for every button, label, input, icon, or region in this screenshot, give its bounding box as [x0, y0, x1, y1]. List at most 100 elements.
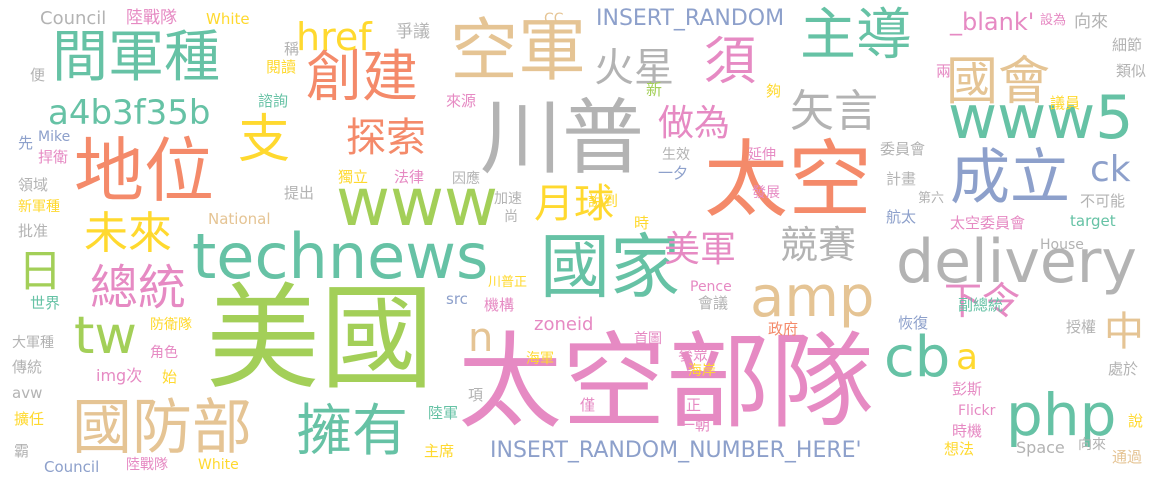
cloud-word: 授權: [1066, 318, 1097, 336]
cloud-word: 防衛隊: [150, 317, 192, 333]
cloud-word: INSERT_RANDOM: [596, 6, 785, 31]
cloud-word: 月球: [534, 181, 614, 227]
cloud-word: 類似: [1116, 62, 1147, 80]
cloud-word: INSERT_RANDOM_NUMBER_HERE': [490, 438, 862, 463]
cloud-word: 間軍種: [52, 25, 220, 90]
cloud-word: 創建: [306, 45, 418, 110]
cloud-word: 首圖: [634, 331, 662, 347]
cloud-word: 擴任: [14, 410, 45, 428]
cloud-word: 委員會: [880, 140, 926, 158]
cloud-word: php: [1006, 381, 1117, 449]
cloud-word: 中: [1104, 309, 1144, 355]
cloud-word: 傳統: [12, 358, 43, 376]
cloud-word: Space: [1016, 438, 1065, 457]
cloud-word: CC: [544, 11, 564, 27]
cloud-word: 太空: [704, 131, 873, 229]
cloud-word: 通過: [1112, 448, 1143, 466]
cloud-word: 時: [634, 214, 650, 232]
cloud-word: a4b3f35b: [48, 93, 211, 133]
cloud-word: 細節: [1112, 36, 1143, 54]
cloud-word: cb: [884, 325, 951, 390]
cloud-word: 諮詢: [258, 92, 289, 110]
cloud-word: 恢復: [898, 314, 929, 332]
cloud-word: 世界: [30, 294, 61, 312]
cloud-word: 設為: [1040, 13, 1067, 28]
cloud-word: 主席: [424, 442, 455, 460]
cloud-word: 空軍: [450, 12, 587, 91]
cloud-word: 成立: [950, 143, 1070, 213]
cloud-word: 海岸: [688, 363, 716, 379]
cloud-word: img次: [96, 366, 143, 385]
cloud-word: _blank': [950, 8, 1035, 36]
cloud-word: 國會: [946, 52, 1051, 112]
cloud-word: 先: [18, 134, 34, 152]
cloud-word: White: [206, 10, 250, 28]
cloud-word: 向來: [1078, 437, 1106, 453]
cloud-word: href: [296, 15, 372, 59]
cloud-word: 副總統: [958, 296, 1004, 314]
cloud-word: zoneid: [534, 314, 594, 335]
cloud-word: technews: [192, 220, 489, 293]
cloud-word: 批准: [18, 222, 49, 240]
cloud-word: 參眾: [678, 346, 709, 364]
cloud-word: 矢言: [790, 86, 878, 137]
cloud-word: 捍衛: [38, 148, 69, 166]
cloud-word: 第六: [918, 191, 945, 206]
cloud-word: 航太: [886, 208, 917, 226]
cloud-word: 支: [238, 110, 291, 170]
cloud-word: 說: [1128, 412, 1144, 430]
cloud-word: 川普正: [488, 275, 528, 290]
cloud-word: 僅: [580, 396, 596, 414]
cloud-word: 彭斯: [952, 380, 983, 398]
cloud-word: 總統: [90, 260, 187, 316]
cloud-word: 因應: [452, 171, 480, 187]
cloud-word: 火星: [594, 45, 674, 91]
cloud-word: src: [446, 290, 468, 308]
cloud-word: 擁有: [296, 399, 408, 464]
cloud-word: 美國: [206, 272, 435, 405]
cloud-word: 說到: [588, 192, 619, 210]
cloud-word: 發展: [752, 185, 780, 201]
cloud-word: 川普: [480, 91, 645, 186]
cloud-word: avw: [12, 384, 43, 402]
cloud-word: 兩: [936, 62, 952, 80]
cloud-word: www5: [948, 83, 1134, 153]
cloud-word: 日: [18, 246, 62, 297]
cloud-word: 法律: [394, 168, 425, 186]
cloud-word: amp: [750, 265, 875, 330]
cloud-word: 尚: [504, 209, 518, 225]
cloud-word: 大軍種: [12, 335, 54, 351]
cloud-word: 加速: [494, 191, 522, 207]
cloud-word: 正: [686, 396, 702, 414]
cloud-word: 太空委員會: [950, 214, 1026, 232]
cloud-word: 角色: [150, 345, 178, 361]
cloud-word: 領域: [18, 176, 49, 194]
cloud-word: 一朝: [680, 416, 711, 434]
cloud-word: House: [1040, 237, 1084, 253]
cloud-word: 下令: [944, 279, 1021, 323]
cloud-word: 美軍: [664, 229, 737, 270]
cloud-word: 做為: [658, 103, 731, 144]
cloud-word: 機構: [484, 296, 515, 314]
cloud-word: 便: [30, 66, 46, 84]
cloud-word: 項: [468, 386, 484, 404]
cloud-word: 時機: [952, 422, 983, 440]
cloud-word: 計畫: [886, 170, 917, 188]
cloud-word: Flickr: [958, 403, 996, 419]
cloud-word: ck: [1090, 149, 1131, 190]
cloud-word: 海軍: [526, 351, 554, 367]
cloud-word: 國防部: [72, 393, 252, 463]
cloud-word: 會議: [698, 294, 729, 312]
cloud-word: 須: [704, 32, 757, 92]
cloud-word: Mike: [38, 129, 71, 145]
cloud-word: 未來: [84, 208, 172, 259]
cloud-word: 競賽: [780, 223, 857, 267]
cloud-word: Council: [44, 458, 100, 476]
cloud-word: 稱: [284, 40, 300, 58]
cloud-word: 陸軍: [428, 404, 459, 422]
cloud-word: 夠: [766, 82, 782, 100]
cloud-word: 主導: [800, 3, 912, 68]
cloud-word: 延伸: [748, 147, 776, 163]
cloud-word: 太空部隊: [458, 321, 875, 443]
cloud-word: 陸戰隊: [126, 457, 168, 473]
